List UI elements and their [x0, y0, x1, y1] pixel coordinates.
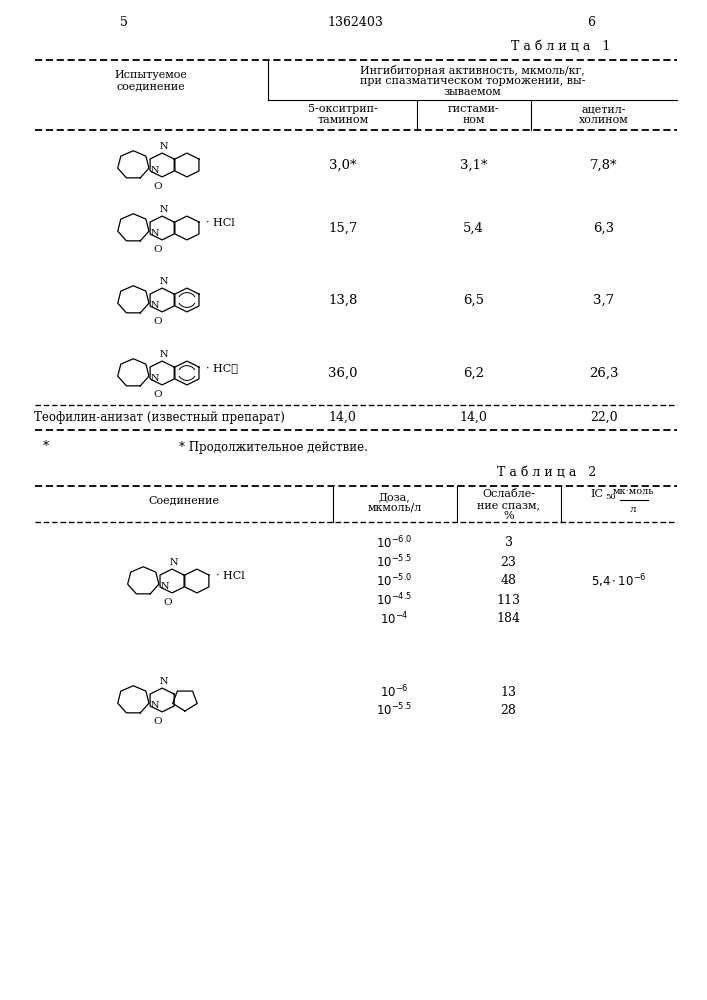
Text: 3,1*: 3,1*	[460, 158, 488, 172]
Text: · HCl: · HCl	[216, 571, 245, 581]
Text: тамином: тамином	[317, 115, 368, 125]
Text: O: O	[153, 317, 163, 326]
Text: 22,0: 22,0	[590, 410, 618, 424]
Text: 5: 5	[120, 15, 129, 28]
Text: N: N	[150, 229, 159, 238]
Text: 14,0: 14,0	[329, 410, 357, 424]
Text: *: *	[43, 440, 49, 452]
Text: $10^{-4}$: $10^{-4}$	[380, 611, 409, 627]
Text: O: O	[153, 182, 163, 191]
Text: $10^{-6.0}$: $10^{-6.0}$	[376, 535, 413, 551]
Text: 48: 48	[501, 574, 517, 587]
Text: 13: 13	[501, 686, 517, 698]
Text: 26,3: 26,3	[589, 366, 619, 379]
Text: мкмоль/л: мкмоль/л	[367, 503, 421, 513]
Text: O: O	[163, 598, 173, 607]
Text: Соединение: Соединение	[148, 495, 219, 505]
Text: 3,0*: 3,0*	[329, 158, 356, 172]
Text: 5,4: 5,4	[463, 222, 484, 234]
Text: Т а б л и ц а   1: Т а б л и ц а 1	[511, 40, 611, 53]
Text: Ослабле-: Ослабле-	[482, 489, 535, 499]
Text: при спазматическом торможении, вы-: при спазматическом торможении, вы-	[360, 76, 585, 86]
Text: 14,0: 14,0	[460, 410, 488, 424]
Text: холином: холином	[579, 115, 629, 125]
Text: Доза,: Доза,	[378, 492, 410, 502]
Text: * Продолжительное действие.: * Продолжительное действие.	[179, 440, 368, 454]
Text: Ингибиторная активность, мкмоль/кг,: Ингибиторная активность, мкмоль/кг,	[361, 64, 585, 76]
Text: 36,0: 36,0	[328, 366, 358, 379]
Text: 13,8: 13,8	[328, 294, 358, 306]
Text: ном: ном	[462, 115, 485, 125]
Text: 6: 6	[587, 15, 595, 28]
Text: O: O	[153, 717, 163, 726]
Text: 3,7: 3,7	[593, 294, 614, 306]
Text: O: O	[153, 245, 163, 254]
Text: N: N	[150, 301, 159, 310]
Text: 3: 3	[505, 536, 513, 550]
Text: Испытуемое: Испытуемое	[115, 70, 187, 80]
Text: зываемом: зываемом	[444, 87, 502, 97]
Text: O: O	[153, 390, 163, 399]
Text: $10^{-5.5}$: $10^{-5.5}$	[376, 554, 412, 570]
Text: $10^{-6}$: $10^{-6}$	[380, 684, 409, 700]
Text: 1362403: 1362403	[328, 15, 384, 28]
Text: 113: 113	[496, 593, 520, 606]
Text: N: N	[160, 582, 169, 591]
Text: 50: 50	[604, 493, 615, 501]
Text: N: N	[150, 166, 159, 175]
Text: $10^{-5.5}$: $10^{-5.5}$	[376, 702, 412, 718]
Text: 15,7: 15,7	[328, 222, 358, 234]
Text: ацетил-: ацетил-	[582, 104, 626, 114]
Text: 6,2: 6,2	[463, 366, 484, 379]
Text: N: N	[150, 374, 159, 383]
Text: Теофилин-анизат (известный препарат): Теофилин-анизат (известный препарат)	[34, 410, 285, 424]
Text: N: N	[160, 677, 168, 686]
Text: 184: 184	[496, 612, 520, 626]
Text: л: л	[630, 506, 637, 514]
Text: 6,3: 6,3	[593, 222, 614, 234]
Text: соединение: соединение	[117, 81, 185, 91]
Text: 6,5: 6,5	[463, 294, 484, 306]
Text: гистами-: гистами-	[448, 104, 500, 114]
Text: N: N	[170, 558, 178, 567]
Text: $10^{-4.5}$: $10^{-4.5}$	[376, 592, 412, 608]
Text: N: N	[160, 277, 168, 286]
Text: N: N	[150, 701, 159, 710]
Text: %: %	[503, 511, 514, 521]
Text: ние спазм,: ние спазм,	[477, 500, 540, 510]
Text: IC: IC	[590, 489, 603, 499]
Text: 23: 23	[501, 556, 516, 568]
Text: $5{,}4\cdot10^{-6}$: $5{,}4\cdot10^{-6}$	[591, 572, 646, 590]
Text: · HCℓ: · HCℓ	[206, 363, 238, 373]
Text: Т а б л и ц а   2: Т а б л и ц а 2	[496, 466, 596, 479]
Text: 7,8*: 7,8*	[590, 158, 617, 172]
Text: $10^{-5.0}$: $10^{-5.0}$	[376, 573, 413, 589]
Text: N: N	[160, 350, 168, 359]
Text: · HCl: · HCl	[206, 218, 235, 228]
Text: 5-окситрип-: 5-окситрип-	[308, 104, 378, 114]
Text: N: N	[160, 205, 168, 214]
Text: N: N	[160, 142, 168, 151]
Text: мк·моль: мк·моль	[613, 488, 654, 496]
Text: 28: 28	[501, 704, 516, 716]
